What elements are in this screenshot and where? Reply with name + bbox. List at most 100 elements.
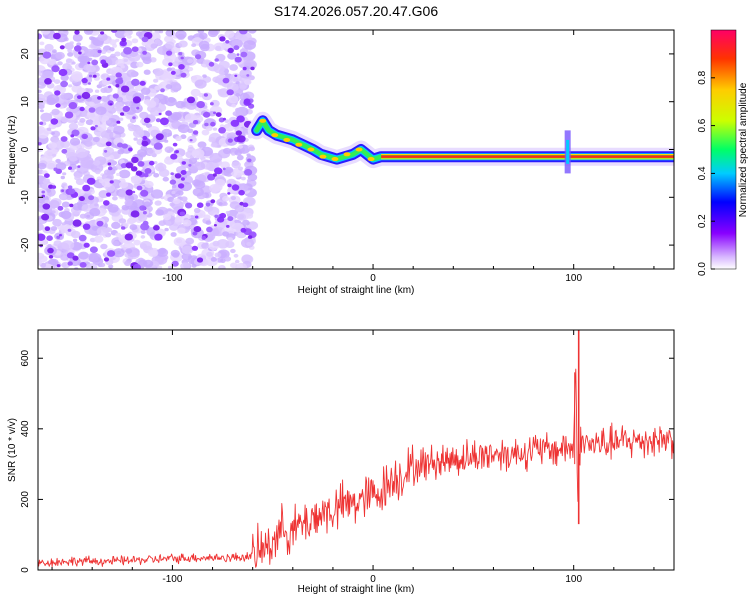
- noise-peak: [82, 223, 91, 230]
- noise-blob: [172, 61, 180, 67]
- noise-peak: [77, 165, 81, 168]
- noise-blob: [193, 180, 206, 190]
- noise-blob: [192, 187, 204, 197]
- noise-blob: [60, 175, 65, 180]
- noise-blob: [224, 30, 235, 39]
- noise-blob: [40, 30, 51, 35]
- noise-blob: [172, 184, 177, 189]
- noise-blob: [106, 159, 116, 167]
- noise-blob: [244, 79, 252, 85]
- noise-blob: [61, 201, 70, 208]
- noise-peak: [79, 106, 85, 112]
- noise-peak: [106, 77, 111, 81]
- noise-blob: [42, 70, 54, 80]
- noise-blob: [73, 96, 78, 100]
- noise-peak: [53, 167, 58, 172]
- noise-blob: [240, 176, 246, 181]
- noise-peak: [115, 84, 120, 88]
- track-hotspot: [343, 152, 351, 157]
- noise-blob: [139, 243, 147, 249]
- noise-blob: [52, 49, 57, 53]
- noise-blob: [84, 140, 93, 147]
- noise-blob: [197, 30, 204, 34]
- noise-peak: [172, 142, 178, 147]
- noise-blob: [55, 162, 67, 171]
- noise-peak: [131, 46, 139, 52]
- noise-blob: [222, 195, 230, 202]
- noise-peak: [233, 45, 240, 51]
- noise-blob: [219, 265, 224, 269]
- noise-peak: [212, 173, 217, 177]
- noise-blob: [231, 103, 237, 108]
- noise-peak: [236, 115, 245, 123]
- noise-peak: [96, 220, 104, 227]
- noise-blob: [153, 78, 159, 83]
- noise-blob: [71, 61, 76, 65]
- noise-blob: [118, 190, 128, 198]
- track-spike-core: [566, 139, 570, 164]
- noise-peak: [213, 224, 217, 227]
- noise-peak: [90, 126, 96, 131]
- noise-peak: [41, 190, 45, 194]
- noise-blob: [110, 53, 116, 59]
- noise-peak: [78, 196, 85, 202]
- noise-blob: [61, 240, 75, 251]
- noise-peak: [88, 74, 93, 78]
- noise-peak: [106, 192, 111, 197]
- noise-blob: [112, 196, 118, 201]
- snr-ytick-label: 0: [20, 567, 31, 573]
- noise-blob: [40, 112, 53, 122]
- noise-blob: [192, 150, 200, 156]
- noise-peak: [53, 32, 61, 40]
- noise-blob: [51, 210, 56, 214]
- noise-blob: [88, 252, 102, 263]
- noise-peak: [194, 215, 199, 219]
- noise-peak: [41, 213, 50, 221]
- noise-peak: [119, 40, 127, 47]
- noise-blob: [150, 43, 158, 49]
- noise-blob: [235, 183, 248, 193]
- noise-blob: [143, 201, 151, 207]
- noise-blob: [72, 238, 78, 243]
- noise-blob: [197, 213, 203, 217]
- noise-blob: [92, 120, 101, 127]
- noise-peak: [246, 74, 250, 77]
- snr-ytick-label: 600: [20, 349, 31, 366]
- noise-peak: [120, 85, 130, 93]
- noise-blob: [140, 235, 146, 239]
- noise-peak: [231, 184, 240, 191]
- noise-blob: [154, 200, 162, 206]
- spectrogram-ytick-label: -10: [20, 190, 31, 205]
- noise-blob: [190, 88, 201, 97]
- noise-blob: [94, 203, 99, 207]
- noise-peak: [166, 50, 173, 56]
- track-hotspot: [319, 154, 327, 159]
- noise-blob: [112, 240, 120, 247]
- noise-blob: [164, 146, 174, 154]
- noise-peak: [159, 117, 169, 126]
- noise-peak: [250, 66, 255, 71]
- noise-blob: [121, 91, 127, 96]
- noise-peak: [86, 177, 96, 185]
- noise-blob: [38, 89, 42, 94]
- noise-peak: [206, 226, 213, 233]
- noise-blob: [116, 172, 121, 177]
- noise-blob: [52, 153, 57, 157]
- noise-peak: [214, 214, 219, 218]
- noise-blob: [100, 95, 108, 102]
- noise-peak: [169, 179, 177, 185]
- noise-blob: [105, 227, 113, 233]
- noise-blob: [227, 52, 237, 60]
- noise-blob: [135, 128, 144, 136]
- noise-blob: [175, 100, 185, 109]
- noise-blob: [100, 49, 107, 54]
- noise-blob: [239, 32, 252, 42]
- noise-blob: [153, 173, 160, 178]
- noise-peak: [127, 147, 133, 152]
- noise-peak: [77, 95, 82, 99]
- track-hotspot: [259, 118, 267, 123]
- noise-peak: [178, 52, 183, 56]
- noise-blob: [50, 226, 58, 231]
- noise-peak: [227, 192, 231, 195]
- noise-blob: [201, 242, 210, 249]
